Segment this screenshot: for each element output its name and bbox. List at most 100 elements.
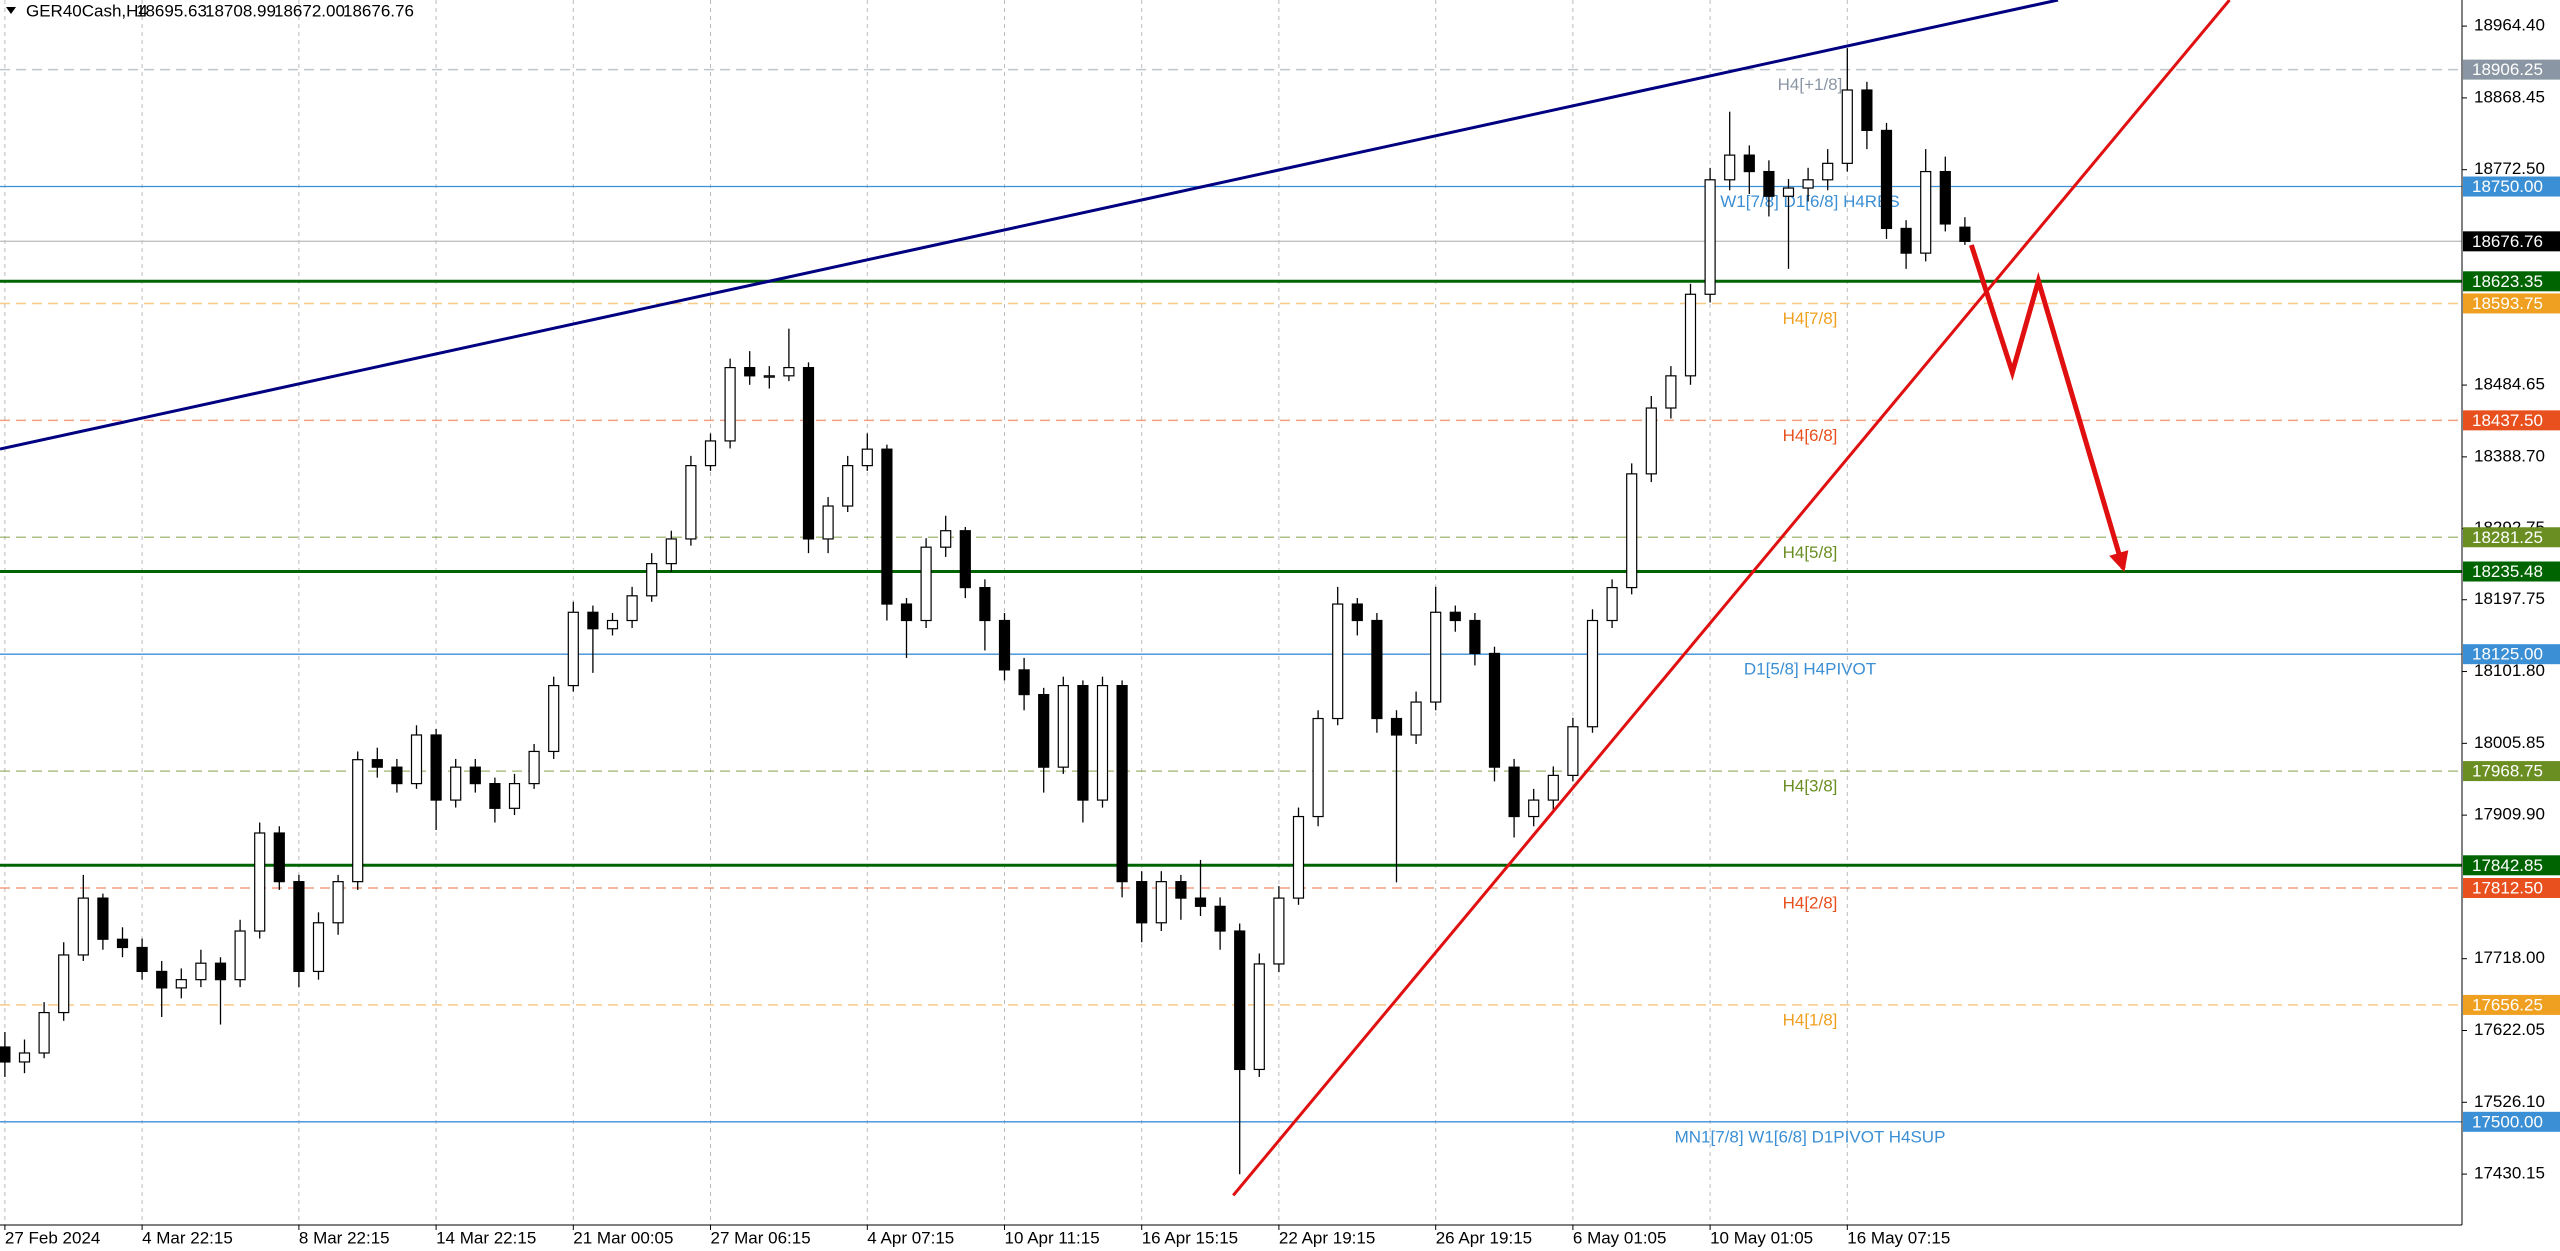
- price-box-label: 18676.76: [2472, 232, 2543, 251]
- candle-body: [842, 465, 854, 507]
- candle-body: [940, 530, 952, 548]
- candle-body: [1469, 619, 1481, 655]
- candle-body: [606, 619, 619, 630]
- candle-body: [136, 946, 148, 973]
- menu-icon[interactable]: [6, 7, 16, 14]
- candle-body: [1606, 586, 1618, 622]
- candle-body: [920, 546, 932, 622]
- y-tick-label: 17622.05: [2474, 1020, 2545, 1039]
- y-tick-label: 18388.70: [2474, 446, 2545, 465]
- x-tick-label: 21 Mar 00:05: [573, 1228, 673, 1247]
- candle-body: [214, 962, 227, 981]
- candle-body: [1332, 603, 1344, 720]
- ohlc-close: 18676.76: [343, 1, 414, 20]
- candle-body: [175, 979, 187, 989]
- ohlc-high: 18708.99: [205, 1, 276, 20]
- x-tick-label: 8 Mar 22:15: [299, 1228, 390, 1247]
- candle-body: [1528, 799, 1540, 818]
- trendline: [1232, 0, 2231, 1197]
- price-box: [2463, 855, 2560, 876]
- price-box: [2463, 59, 2560, 80]
- candle-body: [998, 619, 1011, 671]
- symbol: GER40Cash,H4: [26, 1, 148, 20]
- candle-body: [1939, 170, 1951, 225]
- candle-body: [1743, 154, 1755, 173]
- candle-body: [273, 832, 285, 883]
- candle-body: [77, 897, 89, 956]
- candle-body: [234, 930, 246, 981]
- candle-body: [1136, 881, 1148, 924]
- candle-body: [1116, 685, 1128, 883]
- candle-body: [1351, 603, 1363, 622]
- candle-body: [528, 750, 540, 785]
- x-tick-label: 26 Apr 19:15: [1436, 1228, 1532, 1247]
- candle-body: [1645, 407, 1657, 475]
- candle-body: [1822, 162, 1834, 181]
- price-box-label: 18906.25: [2472, 60, 2543, 79]
- level-label: H4[3/8]: [1783, 777, 1838, 796]
- candle-body: [1155, 881, 1167, 924]
- price-box-label: 18281.25: [2472, 528, 2543, 547]
- x-tick-label: 27 Mar 06:15: [711, 1228, 811, 1247]
- candle-body: [1802, 179, 1814, 189]
- candle-body: [450, 766, 462, 801]
- price-box-label: 18125.00: [2472, 645, 2543, 664]
- candle-body: [508, 783, 521, 809]
- projection-arrow: [1968, 244, 2129, 573]
- price-box-label: 18235.48: [2472, 562, 2543, 581]
- price-box-label: 18437.50: [2472, 411, 2543, 430]
- candle-body: [391, 766, 403, 785]
- price-box-label: 17968.75: [2472, 762, 2543, 781]
- candle-body: [410, 734, 423, 785]
- level-label: D1[5/8] H4PIVOT: [1744, 660, 1876, 679]
- y-tick-label: 17526.10: [2474, 1092, 2545, 1111]
- candle-body: [97, 897, 109, 940]
- candle-body: [626, 595, 638, 622]
- price-box-label: 17842.85: [2472, 856, 2543, 875]
- levels: H4[+1/8] W1[7/8] D1[6/8] H4RES H4[7/8] H4[6…: [0, 68, 2462, 1146]
- candle-body: [1038, 693, 1050, 768]
- candle-body: [959, 530, 971, 589]
- price-box-label: 18623.35: [2472, 272, 2543, 291]
- candle-body: [1586, 619, 1599, 728]
- candle-body: [293, 881, 305, 973]
- candle-body: [1410, 701, 1422, 736]
- candle-body: [1312, 717, 1324, 818]
- candle-body: [763, 375, 775, 378]
- price-box-label: 17656.25: [2472, 995, 2543, 1014]
- price-box-label: 18750.00: [2472, 177, 2543, 196]
- candle-body: [900, 603, 913, 622]
- candle-body: [430, 734, 442, 801]
- candle-body: [58, 954, 70, 1014]
- price-box: [2463, 410, 2560, 431]
- y-tick-label: 17718.00: [2474, 948, 2545, 967]
- candle-body: [783, 367, 795, 377]
- level-label: H4[6/8]: [1783, 426, 1838, 445]
- candle-body: [1841, 89, 1853, 164]
- candle-body: [861, 448, 873, 467]
- candle-body: [1390, 717, 1403, 736]
- candle-body: [802, 367, 815, 540]
- level-label: H4[1/8]: [1783, 1010, 1838, 1029]
- x-tick-label: 4 Mar 22:15: [142, 1228, 233, 1247]
- price-box: [2463, 994, 2560, 1015]
- price-box: [2463, 761, 2560, 782]
- x-tick-label: 10 Apr 11:15: [1005, 1228, 1100, 1247]
- candle-body: [1234, 930, 1246, 1071]
- candle-body: [1214, 905, 1226, 932]
- candle-body: [1861, 89, 1873, 132]
- x-tick-label: 4 Apr 07:15: [867, 1228, 954, 1247]
- y-tick-label: 18197.75: [2474, 589, 2545, 608]
- candle-body: [979, 586, 991, 622]
- candle-body: [587, 611, 599, 630]
- ohlc-low: 18672.00: [274, 1, 345, 20]
- candle-body: [567, 611, 579, 687]
- candle-body: [704, 440, 717, 467]
- price-box-label: 17500.00: [2472, 1112, 2543, 1131]
- candle-body: [0, 1046, 11, 1063]
- candle-body: [665, 538, 677, 565]
- price-box: [2463, 561, 2560, 582]
- x-tick-label: 16 Apr 15:15: [1142, 1228, 1238, 1247]
- candle-body: [1920, 170, 1932, 254]
